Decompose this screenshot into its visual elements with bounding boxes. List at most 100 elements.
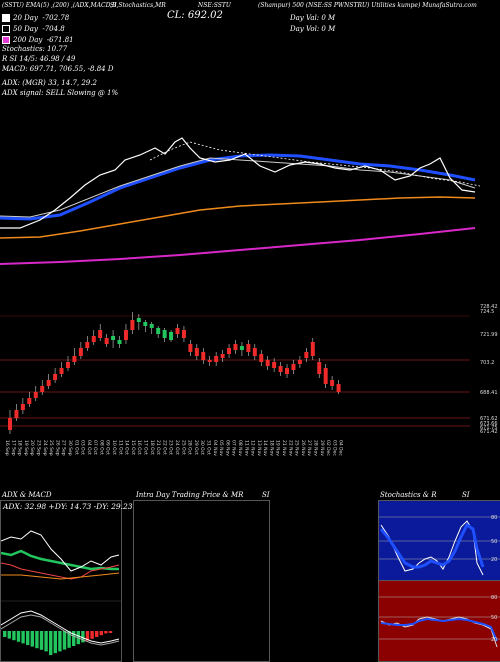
date-label: 06 Nov — [224, 440, 230, 456]
stat-200day: 200 Day -671.81 — [2, 34, 118, 45]
date-label: 20 Sep — [29, 440, 35, 456]
candle — [136, 314, 141, 330]
candle — [214, 352, 219, 366]
date-label: 28 Oct — [187, 440, 193, 455]
date-label: 08 Oct — [98, 440, 104, 455]
candle — [323, 364, 328, 388]
date-label: 09 Oct — [105, 440, 111, 455]
candle — [27, 392, 32, 407]
stoch-k-line — [380, 520, 484, 576]
candle — [336, 380, 341, 394]
macd-bar — [53, 631, 57, 654]
macd-bar — [95, 631, 99, 637]
date-label: 24 Sep — [42, 440, 48, 456]
price-label: 688.41 — [480, 390, 498, 396]
candle — [33, 386, 38, 401]
stoch-line: SI,Stochastics,MR — [110, 2, 166, 9]
price-label: 703.2 — [480, 360, 494, 366]
macd-bar — [99, 631, 103, 636]
price-label: 721.99 — [480, 332, 498, 338]
candle — [156, 326, 161, 338]
candle — [162, 328, 167, 342]
adx-signal: ADX signal: SELL Slowing @ 1% — [2, 89, 119, 97]
macd-bar — [90, 631, 94, 639]
ema5-gray-line — [0, 157, 476, 218]
stoch-si-label: SI — [462, 491, 470, 499]
stats-block: 20 Day -702.78 50 Day -704.8 200 Day -67… — [2, 12, 118, 99]
stochastics-panel: 80 50 20 — [378, 500, 500, 582]
day-val: Day Val: 0 M — [290, 14, 336, 22]
rsi-readout: R SI 14/5: 46.98 / 49 — [2, 55, 76, 63]
company-line: (Shampur) 500 (NSE:SS PWNSTRU) Utilities… — [258, 2, 477, 9]
date-label: 27 Nov — [306, 440, 312, 456]
stoch-tick-20: 20 — [491, 557, 497, 563]
date-label: 29 Oct — [193, 440, 199, 455]
date-label: 19 Sep — [23, 440, 29, 456]
date-label: 04 Oct — [86, 440, 92, 455]
date-label: 16 Oct — [136, 440, 142, 455]
stat-value: -704.8 — [42, 24, 65, 33]
stoch-panel-title: Stochastics & R — [380, 491, 437, 499]
candle — [207, 356, 212, 366]
candle — [14, 404, 19, 421]
macd-bar — [72, 631, 76, 646]
date-label: 18 Oct — [149, 440, 155, 455]
candle — [78, 342, 83, 359]
ema20-line — [0, 153, 476, 221]
candle — [123, 324, 128, 344]
candle — [310, 338, 315, 360]
price-dash-line — [149, 141, 481, 187]
stat-label: 50 Day — [13, 24, 38, 33]
swatch-icon — [2, 24, 10, 33]
rsi-blue-line — [380, 617, 498, 642]
stat-20day: 20 Day -702.78 — [2, 12, 118, 23]
candle — [239, 342, 244, 356]
macd-bar — [108, 631, 113, 633]
candle — [246, 340, 251, 356]
close-price: CL: 692.02 — [167, 10, 223, 21]
date-label: 21 Oct — [155, 440, 161, 455]
ticker-line: (SSTU) EMA(5) ,(200) ,(ADX,MACD,B — [2, 2, 117, 9]
date-label: 17 Sep — [10, 440, 16, 456]
swatch-icon — [2, 35, 10, 44]
candle — [59, 362, 64, 377]
stat-label: 20 Day — [13, 13, 38, 22]
adx-macd-panel: ADX: 32.98 +DY: 14.73 -DY: 29.23 — [0, 500, 133, 662]
candle — [330, 376, 335, 390]
date-label: 22 Oct — [161, 440, 167, 455]
date-label: 07 Nov — [231, 440, 237, 456]
price-label: 673.66 — [480, 421, 498, 427]
date-label: 15 Oct — [130, 440, 136, 455]
date-axis: 16 Sep 17 Sep 18 Sep 19 Sep 20 Sep 23 Sep 24 S… — [4, 440, 344, 456]
macd-bar — [12, 631, 16, 641]
candle — [53, 368, 58, 383]
adx-values: ADX: 32.98 +DY: 14.73 -DY: 29.23 — [3, 502, 133, 511]
candle — [117, 336, 122, 348]
date-label: 30 Sep — [67, 440, 73, 456]
date-label: 30 Oct — [199, 440, 205, 455]
date-label: 31 Oct — [205, 440, 211, 455]
date-label: 16 Sep — [4, 440, 10, 456]
date-label: 18 Sep — [17, 440, 23, 456]
macd-bar — [85, 631, 90, 641]
ema50-line — [0, 196, 476, 239]
date-label: 01 Oct — [73, 440, 79, 455]
signal-line — [1, 614, 120, 646]
price-label: 671.62 — [480, 416, 498, 422]
candle — [201, 348, 206, 364]
candle — [46, 374, 51, 389]
date-label: 05 Nov — [218, 440, 224, 456]
macd-bar — [44, 631, 48, 652]
date-label: 24 Oct — [174, 440, 180, 455]
candle — [291, 360, 296, 374]
macd-bar — [49, 631, 53, 655]
candle — [252, 344, 257, 360]
date-label: 04 Nov — [212, 440, 218, 456]
candle — [143, 320, 148, 332]
date-label: 19 Nov — [275, 440, 281, 456]
date-label: 27 Sep — [61, 440, 67, 456]
date-label: 14 Nov — [262, 440, 268, 456]
date-label: 25 Sep — [48, 440, 54, 456]
price-label: 728.42 — [480, 304, 498, 310]
